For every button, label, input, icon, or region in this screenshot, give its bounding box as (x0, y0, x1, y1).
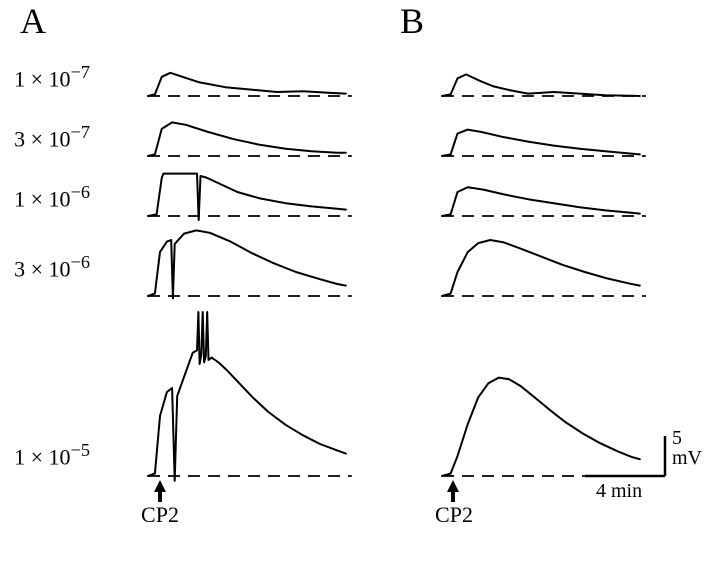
trace (148, 230, 346, 298)
trace (442, 240, 640, 296)
trace (442, 378, 640, 476)
trace (148, 73, 346, 96)
trace (442, 187, 640, 216)
trace (442, 130, 640, 156)
cp2-arrow (154, 480, 166, 502)
cp2-arrow (447, 480, 459, 502)
figure-svg (0, 0, 720, 576)
trace (148, 174, 346, 220)
trace (148, 312, 346, 481)
trace (442, 74, 640, 96)
trace (148, 122, 346, 156)
